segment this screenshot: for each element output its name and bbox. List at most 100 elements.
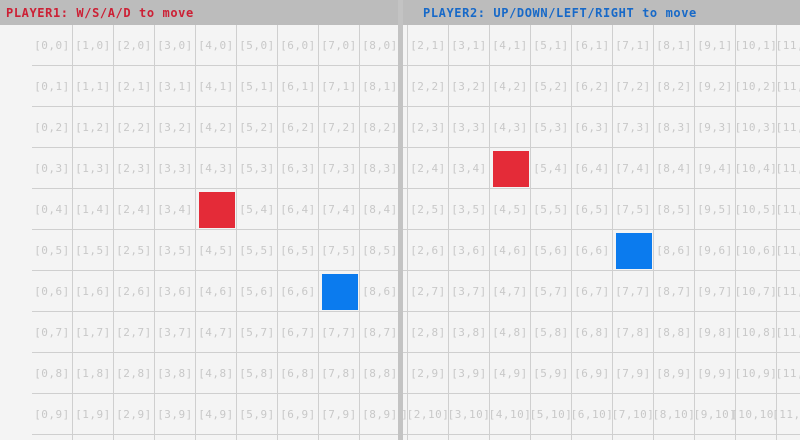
grid-cell: [3,3] [449, 107, 490, 148]
grid-cell: [11,9] [776, 353, 800, 394]
grid-cell: [1,3] [403, 107, 408, 148]
grid-cell: [4,10] [196, 435, 237, 440]
grid-cell: [5,3] [237, 148, 278, 189]
grid-cell: [2,6] [408, 230, 449, 271]
grid-cell-label: [2,3] [116, 161, 152, 175]
grid-cell-label: [0,4] [34, 202, 70, 216]
grid-cell-label: [9,3] [697, 120, 733, 134]
player1-panel[interactable]: [0,0] [1,0] [2,0] [3,0] [4,0] [5,0] [6,0] [7,0]… [0, 0, 398, 440]
grid-cell-label: [11,10] [772, 407, 800, 421]
grid-cell-label: [4,3] [492, 120, 528, 134]
player1-token [198, 191, 235, 228]
grid-cell-label: [10,1] [734, 38, 778, 52]
grid-cell: [4,10] [489, 394, 531, 435]
grid-cell: [1,8] [73, 353, 114, 394]
grid-cell: [5,8] [531, 312, 572, 353]
grid-cell: [7,5] [613, 189, 654, 230]
grid-cell-label: [1,1] [403, 39, 405, 52]
grid-cell: [4,3] [490, 107, 531, 148]
player2-panel[interactable]: [0,0][1,0][2,0][3,0][4,0][5,0][6,0][7,0]… [403, 0, 800, 440]
grid-cell: [5,10] [530, 394, 572, 435]
grid-cell-label: [6,4] [574, 161, 610, 175]
player2-viewport[interactable]: [0,0][1,0][2,0][3,0][4,0][5,0][6,0][7,0]… [403, 0, 800, 440]
grid-cell-label: [0,3] [34, 161, 70, 175]
grid-cell: [1,1] [73, 66, 114, 107]
grid-cell-label: [1,9] [403, 367, 405, 380]
grid-cell: [2,3] [114, 148, 155, 189]
grid-cell-label: [9,7] [697, 284, 733, 298]
grid-cell-label: [2,1] [410, 38, 446, 52]
grid-cell-label: [6,4] [280, 202, 316, 216]
grid-cell-label: [3,3] [451, 120, 487, 134]
grid-cell-label: [2,0] [116, 38, 152, 52]
grid-cell-label: [10,2] [734, 79, 778, 93]
player1-viewport[interactable]: [0,0] [1,0] [2,0] [3,0] [4,0] [5,0] [6,0] [7,0]… [0, 0, 398, 440]
grid-cell: [10,1] [734, 25, 778, 66]
grid-cell: [1,0] [73, 25, 114, 66]
grid-cell: [3,2] [449, 66, 490, 107]
grid-cell-label: [5,9] [239, 407, 275, 421]
grid-cell: [6,10] [571, 394, 613, 435]
grid-cell: [5,6] [237, 271, 278, 312]
grid-cell-label: [6,7] [574, 284, 610, 298]
grid-cell: [5,3] [531, 107, 572, 148]
grid-cell-label: [5,5] [239, 243, 275, 257]
grid-cell: [9,11] [695, 435, 736, 440]
grid-cell-label: [7,1] [321, 79, 357, 93]
grid-cell: [4,9] [196, 394, 237, 435]
grid-cell-label: [3,3] [157, 161, 193, 175]
grid-cell: [5,1] [237, 66, 278, 107]
grid-cell: [3,5] [155, 230, 196, 271]
grid-cell: [11,3] [776, 107, 800, 148]
grid-cell-label: [3,6] [157, 284, 193, 298]
grid-cell: [10,8] [735, 312, 777, 353]
grid-cell: [8,1] [360, 66, 398, 107]
grid-cell-label: [0,6] [34, 284, 70, 298]
grid-cell: [10,3] [735, 107, 777, 148]
grid-cell-label: [5,5] [533, 202, 569, 216]
grid-cell: [7,11] [613, 435, 654, 440]
grid-cell: [7,0] [319, 25, 360, 66]
grid-cell-label: [8,4] [656, 161, 692, 175]
grid-cell-label: [4,2] [198, 120, 234, 134]
grid-cell-label: [11,2] [775, 79, 800, 93]
grid-cell-label: [3,1] [157, 79, 193, 93]
grid-cell-label: [4,8] [492, 325, 528, 339]
grid-cell: [3,1] [155, 66, 196, 107]
grid-cell: [11,8] [776, 312, 800, 353]
grid-cell-label: [4,7] [492, 284, 528, 298]
grid-cell: [8,5] [654, 189, 695, 230]
grid-cell-label: [7,10] [611, 407, 655, 421]
grid-cell-label: [6,0] [280, 38, 316, 52]
grid-cell: [5,0] [237, 25, 278, 66]
grid-cell-label: [8,8] [656, 325, 692, 339]
grid-cell: [2,10] [114, 435, 155, 440]
grid-cell: [5,2] [531, 66, 572, 107]
grid-cell: [1,2] [73, 107, 114, 148]
grid-cell: [6,7] [278, 312, 319, 353]
grid-cell: [5,11] [531, 435, 572, 440]
grid-cell: [4,11] [490, 435, 531, 440]
grid-cell: [8,10] [360, 435, 398, 440]
grid-cell-label: [4,5] [492, 202, 528, 216]
grid-cell: [6,1] [278, 66, 319, 107]
grid-cell: [5,6] [531, 230, 572, 271]
grid-cell: [10,7] [735, 271, 777, 312]
grid-cell: [4,8] [196, 353, 237, 394]
grid-cell-label: [8,1] [362, 79, 398, 93]
grid-cell-label: [4,9] [492, 366, 528, 380]
grid-cell-label: [3,7] [451, 284, 487, 298]
grid-cell: [11,4] [776, 148, 800, 189]
grid-cell-label: [7,9] [321, 407, 357, 421]
grid-cell: [5,2] [237, 107, 278, 148]
grid-cell-label: [6,1] [574, 38, 610, 52]
grid-cell-label: [6,9] [574, 366, 610, 380]
grid-cell: [2,1] [114, 66, 155, 107]
grid-cell-label: [8,7] [362, 325, 398, 339]
grid-cell-label: [0,0] [34, 38, 70, 52]
grid-cell: [1,9] [403, 353, 408, 394]
grid-cell: [8,2] [360, 107, 398, 148]
grid-cell-label: [9,4] [697, 161, 733, 175]
grid-cell-label: [3,1] [451, 38, 487, 52]
grid-cell: [0,7] [32, 312, 73, 353]
